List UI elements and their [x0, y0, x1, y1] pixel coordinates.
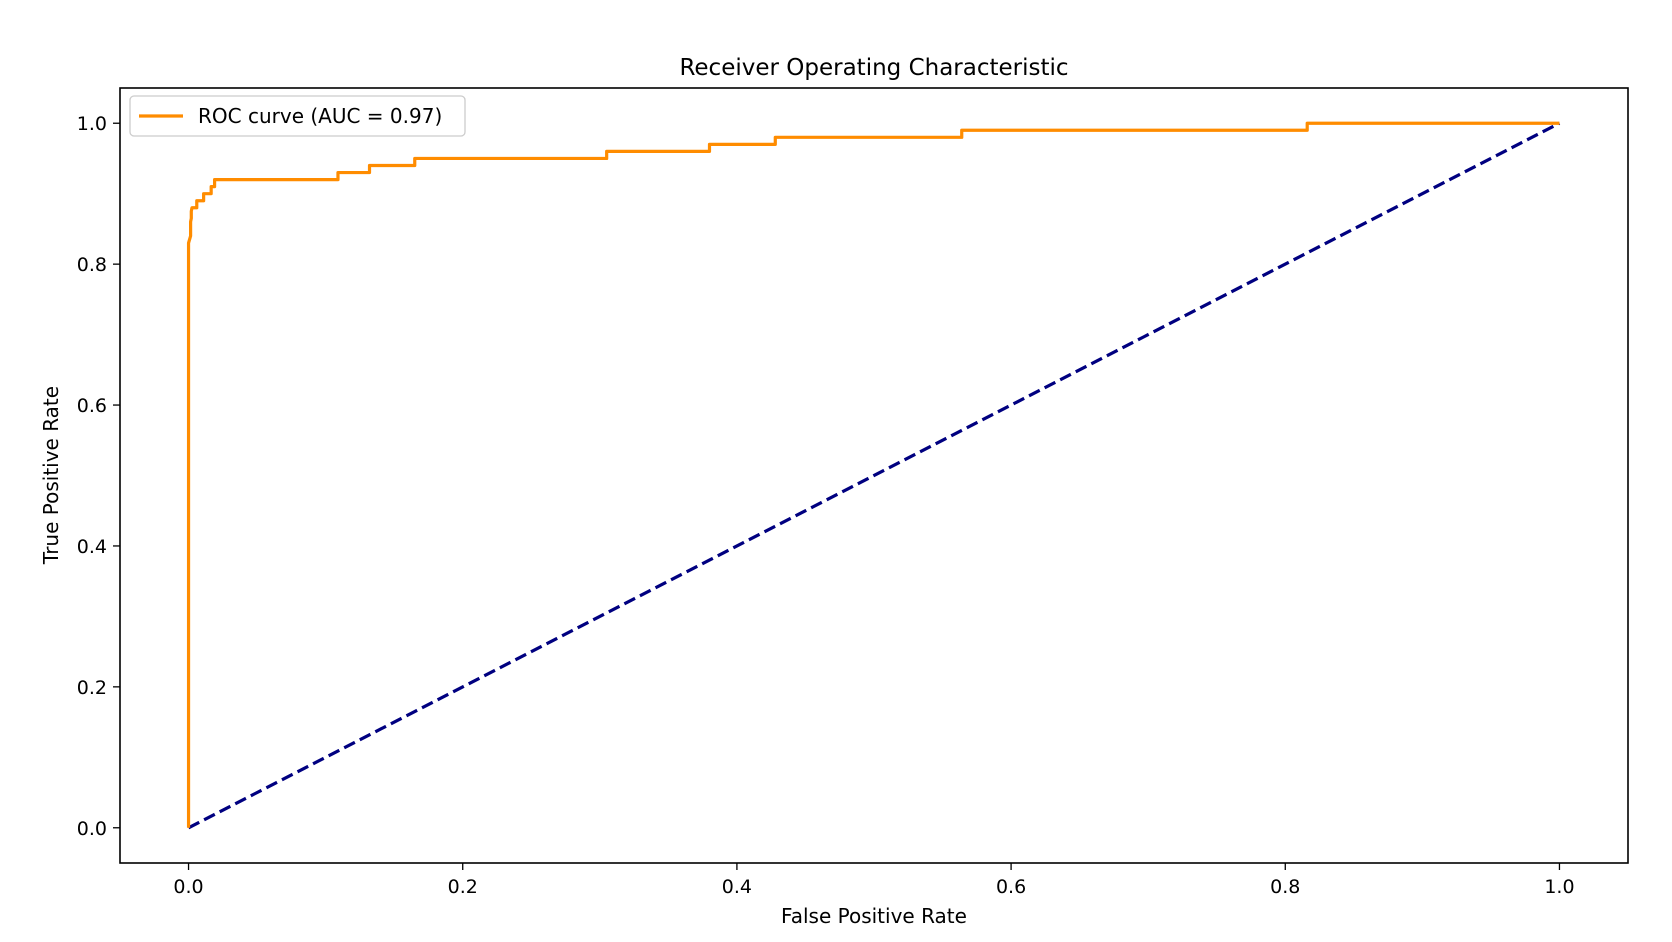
x-tick-label: 1.0 — [1544, 876, 1574, 898]
chart-title: Receiver Operating Characteristic — [679, 55, 1068, 81]
plot-frame — [119, 87, 1629, 864]
x-tick-label: 0.6 — [996, 876, 1026, 898]
y-tick-label: 1.0 — [77, 113, 107, 135]
x-axis-title: False Positive Rate — [781, 904, 967, 928]
y-tick-label: 0.0 — [77, 818, 107, 840]
x-tick-label: 0.8 — [1270, 876, 1300, 898]
y-axis-title: True Positive Rate — [39, 386, 63, 565]
y-tick-label: 0.6 — [77, 395, 107, 417]
roc-curve-line — [186, 121, 1560, 828]
plot-area — [186, 121, 1561, 830]
y-tick-label: 0.2 — [77, 677, 107, 699]
legend-box — [129, 95, 466, 137]
y-tick-label: 0.8 — [77, 254, 107, 276]
x-tick-label: 0.2 — [448, 876, 478, 898]
y-axis: 0.0 0.2 0.4 0.6 0.8 1.0 — [77, 113, 120, 840]
legend-label-roc: ROC curve (AUC = 0.97) — [198, 104, 442, 128]
x-axis: 0.0 0.2 0.4 0.6 0.8 1.0 — [173, 863, 1575, 898]
legend: ROC curve (AUC = 0.97) — [129, 95, 466, 137]
y-tick-label: 0.4 — [77, 536, 107, 558]
chance-diagonal-line — [187, 121, 1561, 830]
x-tick-label: 0.0 — [173, 876, 203, 898]
x-tick-label: 0.4 — [722, 876, 752, 898]
